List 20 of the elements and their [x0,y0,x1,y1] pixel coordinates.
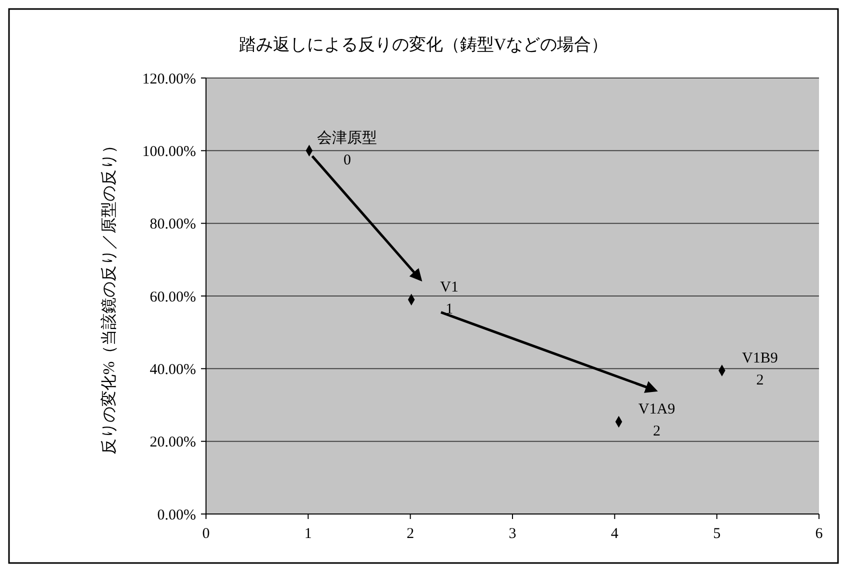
y-axis-title: 反りの変化%（当該鏡の反り／原型の反り） [100,137,118,455]
x-tick-label: 3 [508,526,516,542]
annotation: 会津原型 0 [317,130,378,169]
chart-title: 踏み返しによる反りの変化（鋳型Vなどの場合） [238,35,608,54]
y-tick-label: 100.00% [142,144,196,160]
x-tick-label: 6 [815,526,824,542]
annotation: V1A9 2 [638,402,676,440]
x-tick-label: 5 [713,526,721,542]
x-tick-label: 1 [304,526,312,542]
y-tick-label: 80.00% [150,216,196,233]
annotation: V1 1 [440,280,459,318]
y-tick-label: 20.00% [150,434,196,451]
y-tick-label: 120.00% [142,71,196,88]
x-tick-label: 0 [202,526,210,542]
y-tick-label: 0.00% [157,507,196,524]
x-tick-label: 4 [610,526,619,542]
y-tick-label: 60.00% [150,289,196,306]
y-tick-label: 40.00% [150,362,196,378]
annotation: V1B9 2 [742,350,778,388]
x-tick-label: 2 [406,526,414,542]
